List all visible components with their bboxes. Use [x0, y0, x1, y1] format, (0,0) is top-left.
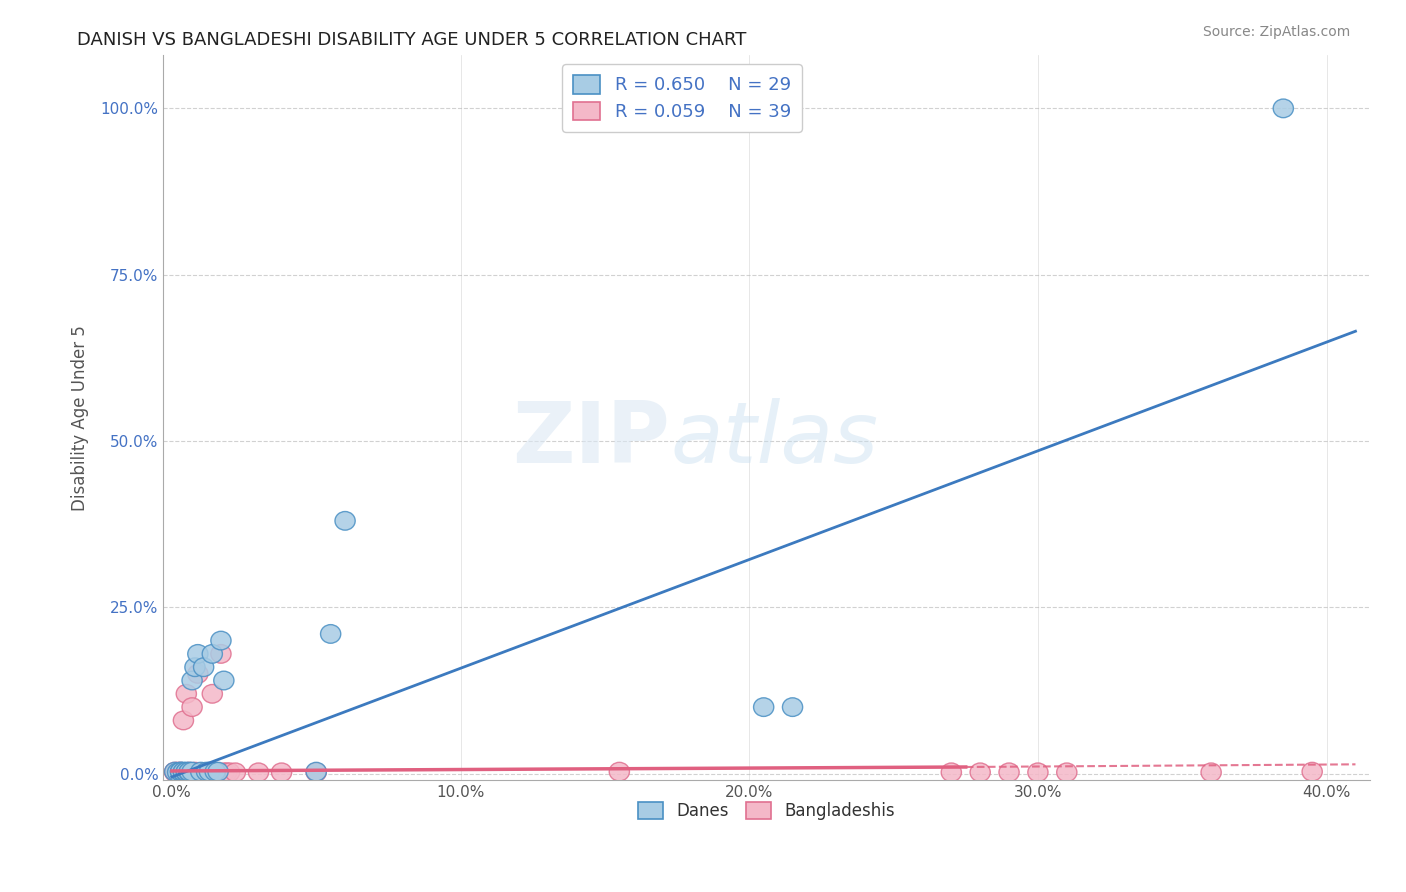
Text: Source: ZipAtlas.com: Source: ZipAtlas.com: [1202, 25, 1350, 39]
Ellipse shape: [1201, 763, 1222, 781]
Ellipse shape: [200, 763, 219, 781]
Ellipse shape: [179, 763, 200, 781]
Ellipse shape: [188, 665, 208, 683]
Text: DANISH VS BANGLADESHI DISABILITY AGE UNDER 5 CORRELATION CHART: DANISH VS BANGLADESHI DISABILITY AGE UND…: [77, 31, 747, 49]
Ellipse shape: [173, 763, 194, 781]
Ellipse shape: [205, 763, 225, 781]
Ellipse shape: [176, 684, 197, 703]
Ellipse shape: [249, 763, 269, 781]
Ellipse shape: [214, 671, 233, 690]
Ellipse shape: [181, 671, 202, 690]
Ellipse shape: [782, 698, 803, 716]
Ellipse shape: [197, 763, 217, 781]
Ellipse shape: [179, 763, 200, 781]
Ellipse shape: [184, 763, 205, 781]
Ellipse shape: [271, 763, 291, 781]
Ellipse shape: [170, 763, 191, 781]
Ellipse shape: [181, 698, 202, 716]
Ellipse shape: [941, 763, 962, 781]
Ellipse shape: [202, 684, 222, 703]
Ellipse shape: [219, 763, 239, 781]
Ellipse shape: [202, 645, 222, 664]
Ellipse shape: [307, 763, 326, 781]
Ellipse shape: [165, 763, 184, 781]
Ellipse shape: [173, 763, 194, 781]
Legend: Danes, Bangladeshis: Danes, Bangladeshis: [631, 795, 901, 826]
Ellipse shape: [200, 763, 219, 781]
Text: ZIP: ZIP: [512, 398, 671, 481]
Ellipse shape: [179, 763, 200, 781]
Ellipse shape: [335, 511, 356, 530]
Ellipse shape: [214, 763, 233, 781]
Ellipse shape: [211, 645, 231, 664]
Ellipse shape: [188, 645, 208, 664]
Ellipse shape: [1274, 99, 1294, 118]
Ellipse shape: [184, 763, 205, 781]
Ellipse shape: [170, 763, 191, 781]
Ellipse shape: [1057, 763, 1077, 781]
Ellipse shape: [179, 763, 200, 781]
Ellipse shape: [191, 763, 211, 781]
Ellipse shape: [165, 763, 184, 781]
Ellipse shape: [194, 658, 214, 676]
Ellipse shape: [167, 763, 188, 781]
Ellipse shape: [225, 763, 246, 781]
Ellipse shape: [197, 763, 217, 781]
Ellipse shape: [217, 763, 236, 781]
Ellipse shape: [176, 763, 197, 781]
Ellipse shape: [184, 658, 205, 676]
Ellipse shape: [307, 763, 326, 781]
Ellipse shape: [170, 763, 191, 781]
Ellipse shape: [176, 763, 197, 781]
Ellipse shape: [191, 763, 211, 781]
Ellipse shape: [211, 632, 231, 650]
Ellipse shape: [1302, 763, 1322, 781]
Ellipse shape: [208, 763, 228, 781]
Ellipse shape: [609, 763, 630, 781]
Ellipse shape: [181, 763, 202, 781]
Ellipse shape: [165, 763, 184, 781]
Ellipse shape: [970, 763, 990, 781]
Ellipse shape: [194, 763, 214, 781]
Ellipse shape: [1028, 763, 1047, 781]
Ellipse shape: [167, 763, 188, 781]
Ellipse shape: [170, 763, 191, 781]
Ellipse shape: [998, 763, 1019, 781]
Ellipse shape: [754, 698, 773, 716]
Ellipse shape: [167, 763, 188, 781]
Ellipse shape: [321, 624, 340, 643]
Ellipse shape: [173, 711, 194, 730]
Ellipse shape: [208, 763, 228, 781]
Y-axis label: Disability Age Under 5: Disability Age Under 5: [72, 325, 89, 510]
Ellipse shape: [173, 763, 194, 781]
Ellipse shape: [205, 763, 225, 781]
Text: atlas: atlas: [671, 398, 877, 481]
Ellipse shape: [176, 763, 197, 781]
